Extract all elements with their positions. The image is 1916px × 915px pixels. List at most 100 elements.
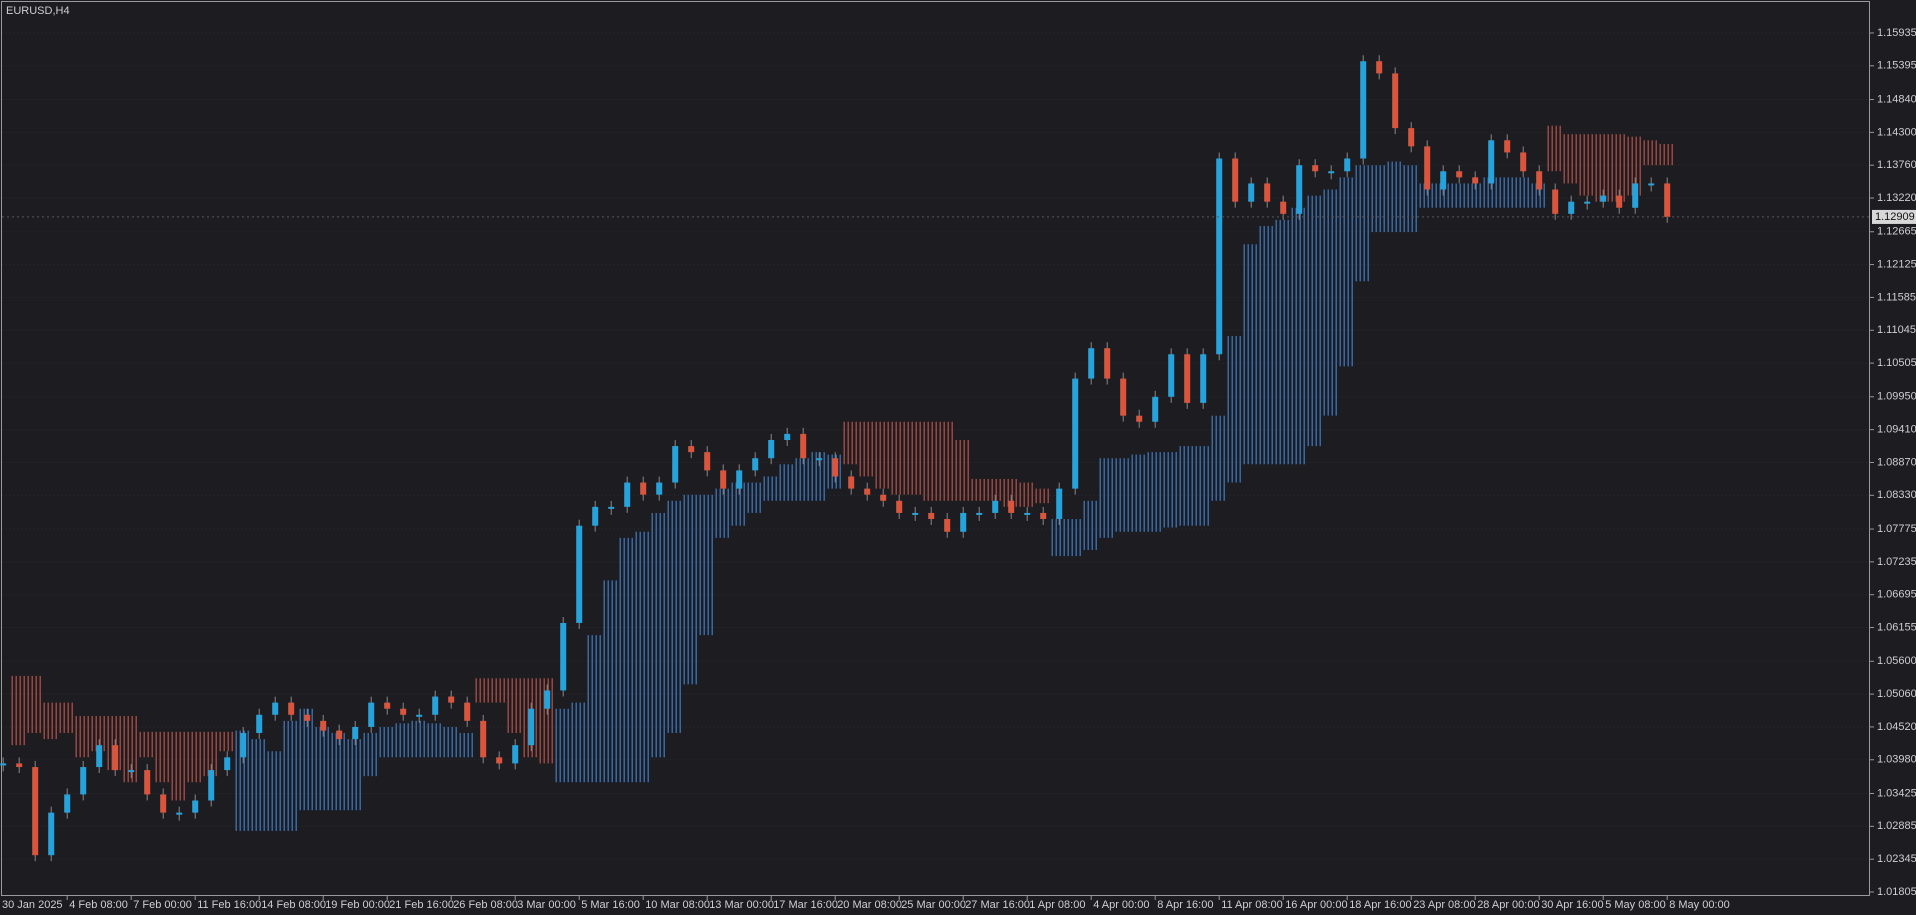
candle [448,696,455,703]
candle [880,494,887,501]
candle [304,714,311,721]
x-tick-label: 14 Feb 08:00 [261,899,326,911]
x-tick-label: 26 Feb 08:00 [453,899,518,911]
candle [496,757,503,764]
y-tick-label: 1.08870 [1877,456,1916,468]
candle [832,458,839,477]
x-tick-label: 1 Apr 08:00 [1029,899,1085,911]
candle [352,726,359,740]
x-tick-label: 8 May 00:00 [1669,899,1730,911]
candle [896,500,903,513]
candle [672,446,679,483]
candle [1664,183,1671,217]
candle [0,763,7,766]
candle [1264,183,1271,202]
candle [1504,140,1511,153]
candle [1008,500,1015,513]
candle [208,770,215,801]
candle [976,512,983,515]
x-tick-label: 11 Apr 08:00 [1221,899,1283,911]
candle [272,702,279,715]
current-price-label: 1.12909 [1875,211,1915,223]
x-tick-label: 4 Apr 00:00 [1093,899,1149,911]
y-tick-label: 1.13220 [1877,192,1916,204]
x-tick-label: 10 Mar 08:00 [645,899,710,911]
x-tick-label: 8 Apr 16:00 [1157,899,1213,911]
candle [64,794,71,813]
y-tick-label: 1.14300 [1877,126,1916,138]
y-tick-label: 1.02885 [1877,820,1916,832]
candle [288,702,295,715]
y-tick-label: 1.05060 [1877,688,1916,700]
candle [1152,396,1159,422]
candle [144,770,151,795]
y-tick-label: 1.05600 [1877,655,1916,667]
x-tick-label: 4 Feb 08:00 [69,899,128,911]
candle [624,482,631,507]
candle [1088,348,1095,379]
x-tick-label: 5 Mar 16:00 [581,899,640,911]
y-tick-label: 1.02345 [1877,853,1916,865]
candle [1184,354,1191,403]
candle [1360,61,1367,159]
candle [256,714,263,734]
y-tick-label: 1.06695 [1877,589,1916,601]
y-tick-label: 1.06155 [1877,621,1916,633]
candle [96,745,103,768]
candle [1632,183,1639,208]
candle [928,512,935,520]
candle [784,433,791,440]
candle [704,452,711,471]
x-tick-label: 13 Mar 00:00 [709,899,774,911]
candle [1472,177,1479,184]
candle [1408,128,1415,147]
candle [1120,378,1127,416]
candle [592,506,599,526]
candle [992,500,999,513]
candle [960,512,967,532]
candle [1168,354,1175,397]
candle [1104,348,1111,379]
candle [160,794,167,813]
candle [768,439,775,459]
candle [464,702,471,721]
candle [416,714,423,717]
candle [608,506,615,509]
candle [80,767,87,795]
candle [240,733,247,758]
candle [560,622,567,691]
candle [1072,378,1079,489]
x-tick-label: 25 Mar 00:00 [901,899,966,911]
candle [1424,146,1431,190]
candle [752,458,759,471]
candle [800,433,807,459]
candle [1600,195,1607,202]
candle [656,482,663,495]
candle [736,470,743,489]
candle [48,812,55,856]
candle [1376,61,1383,74]
x-tick-label: 5 May 08:00 [1605,899,1666,911]
y-tick-label: 1.07235 [1877,556,1916,568]
y-tick-label: 1.13760 [1877,159,1916,171]
candle [368,702,375,727]
x-tick-label: 16 Apr 00:00 [1285,899,1347,911]
y-tick-label: 1.12665 [1877,226,1916,238]
candle [1584,201,1591,204]
candle [1488,140,1495,184]
x-tick-label: 23 Apr 08:00 [1413,899,1475,911]
y-tick-label: 1.08330 [1877,489,1916,501]
candle [1056,488,1063,520]
x-tick-label: 17 Mar 16:00 [773,899,838,911]
candle [32,767,39,856]
candle [1440,171,1447,190]
candle [1568,201,1575,214]
y-tick-label: 1.15935 [1877,27,1916,39]
candle [128,770,135,773]
x-tick-label: 28 Apr 00:00 [1477,899,1539,911]
candle [320,720,327,731]
candle [576,525,583,623]
candle [1520,152,1527,172]
candle [528,708,535,746]
x-tick-label: 19 Feb 00:00 [325,899,390,911]
